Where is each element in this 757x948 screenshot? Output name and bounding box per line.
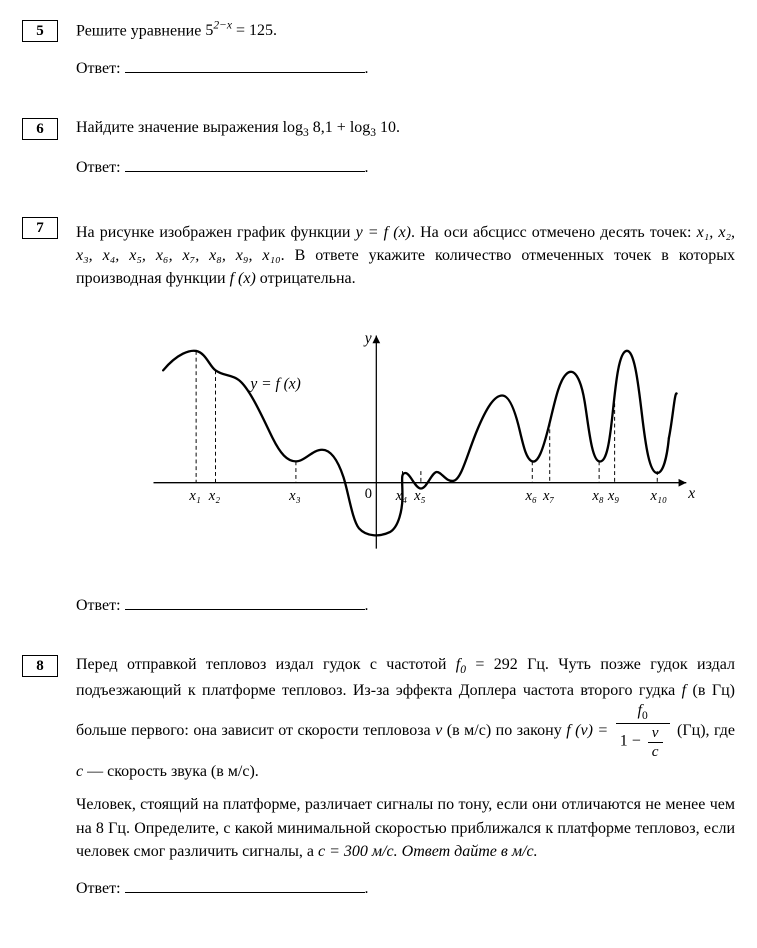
problem-number: 7 <box>22 217 58 239</box>
text: Перед отправкой тепловоз издал гудок с ч… <box>76 656 456 673</box>
equation: 52−x = 125. <box>205 22 277 39</box>
problem-number: 8 <box>22 655 58 677</box>
svg-text:x₆: x₆ <box>525 488 538 504</box>
svg-text:x: x <box>687 486 695 503</box>
problem-body: Решите уравнение 52−x = 125. Ответ: . <box>76 18 735 108</box>
answer-row: Ответ: . <box>76 156 735 179</box>
svg-text:x₉: x₉ <box>607 488 619 504</box>
text: (в м/с) по закону <box>442 722 566 739</box>
text: отрицательна. <box>256 270 356 287</box>
eq-rhs: = 125. <box>232 22 277 39</box>
svg-text:x₁: x₁ <box>188 488 201 504</box>
svg-text:x₈: x₈ <box>591 488 603 504</box>
plus: + <box>333 119 350 136</box>
log1-arg: 8,1 <box>313 119 333 136</box>
fn: y = f (x) <box>356 224 411 241</box>
fv-left: f (v) = <box>566 722 613 739</box>
answer-blank[interactable] <box>125 157 365 172</box>
answer-label: Ответ: <box>76 159 121 176</box>
inner-fraction: v c <box>648 724 663 760</box>
problem-6: 6 Найдите значение выражения log3 8,1 + … <box>22 116 735 207</box>
svg-text:x₇: x₇ <box>542 488 555 504</box>
frac-den: 1 − v c <box>616 724 670 760</box>
problem-body: Перед отправкой тепловоз издал гудок с ч… <box>76 653 735 908</box>
svg-text:x₄: x₄ <box>395 488 408 504</box>
fprime: f (x) <box>230 270 256 287</box>
text: Решите уравнение <box>76 22 205 39</box>
problem-body: Найдите значение выражения log3 8,1 + lo… <box>76 116 735 207</box>
text: На рисунке изображен график функции <box>76 224 356 241</box>
text: (Гц), где <box>677 722 735 739</box>
svg-text:y: y <box>363 331 372 348</box>
f0: f0 <box>456 656 466 673</box>
problem-number: 6 <box>22 118 58 140</box>
frac-num: f0 <box>616 702 670 724</box>
log2-base: 3 <box>370 127 376 139</box>
problem-body: На рисунке изображен график функции y = … <box>76 215 735 645</box>
answer-row: Ответ: . <box>76 594 735 617</box>
svg-text:x₁₀: x₁₀ <box>649 488 667 504</box>
answer-row: Ответ: . <box>76 57 735 80</box>
log2-arg: 10 <box>380 119 396 136</box>
problem-number: 5 <box>22 20 58 42</box>
svg-text:x₅: x₅ <box>413 488 426 504</box>
function-graph: y x 0 x₁ x₂ x₃ x₄ x₅ x₆x₇ x₈x₉ x₁₀ y = f (x) <box>76 312 735 579</box>
svg-text:x₃: x₃ <box>288 488 301 504</box>
period: . <box>396 119 400 136</box>
answer-label: Ответ: <box>76 597 121 614</box>
problem-8: 8 Перед отправкой тепловоз издал гудок с… <box>22 653 735 908</box>
text: . На оси абсцисс отмечено десять точек: <box>411 224 697 241</box>
c-val: c = 300 м/с. Ответ дайте в м/с. <box>318 843 538 860</box>
svg-text:0: 0 <box>365 487 372 503</box>
svg-text:x₂: x₂ <box>208 488 221 504</box>
text: Найдите значение выражения <box>76 119 283 136</box>
answer-blank[interactable] <box>125 58 365 73</box>
expression: log3 8,1 + log3 10. <box>283 119 400 136</box>
log1-base: 3 <box>303 127 309 139</box>
main-fraction: f0 1 − v c <box>616 702 670 760</box>
problem-7: 7 На рисунке изображен график функции y … <box>22 215 735 645</box>
svg-text:y = f (x): y = f (x) <box>248 376 300 393</box>
graph-svg: y x 0 x₁ x₂ x₃ x₄ x₅ x₆x₇ x₈x₉ x₁₀ y = f (x) <box>76 312 696 572</box>
answer-blank[interactable] <box>125 878 365 893</box>
eq-exp: 2−x <box>213 20 232 32</box>
answer-row: Ответ: . <box>76 877 735 900</box>
text: — скорость звука (в м/с). <box>83 763 259 780</box>
answer-blank[interactable] <box>125 595 365 610</box>
answer-label: Ответ: <box>76 880 121 897</box>
answer-label: Ответ: <box>76 60 121 77</box>
problem-5: 5 Решите уравнение 52−x = 125. Ответ: . <box>22 18 735 108</box>
